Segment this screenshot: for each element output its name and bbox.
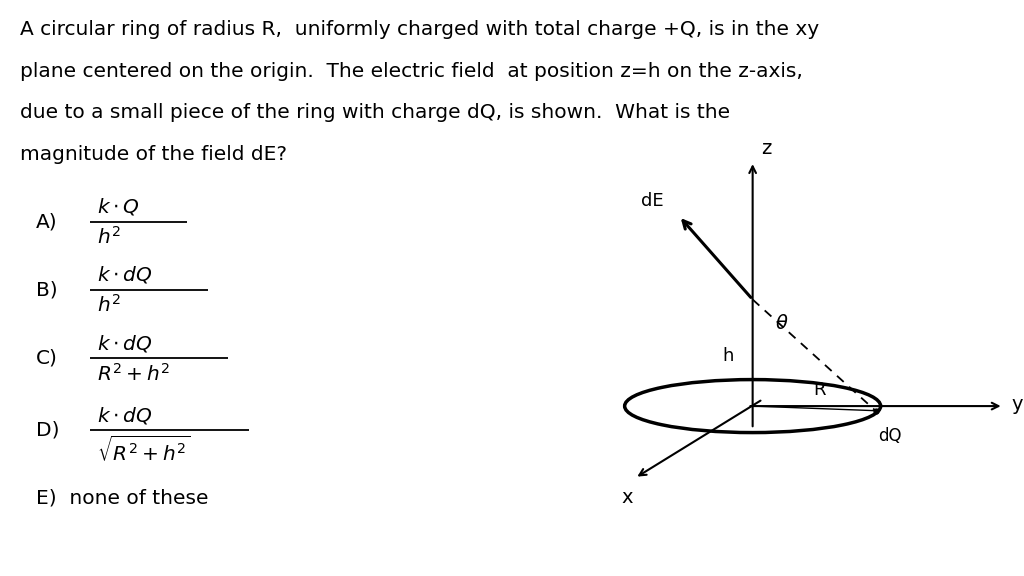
Text: $\sqrt{R^2+h^2}$: $\sqrt{R^2+h^2}$ (97, 435, 190, 465)
Text: E)  none of these: E) none of these (36, 489, 208, 507)
Text: $\theta$: $\theta$ (775, 314, 788, 333)
Text: $R^2+h^2$: $R^2+h^2$ (97, 363, 171, 385)
Text: D): D) (36, 421, 59, 439)
Text: dQ: dQ (879, 427, 902, 445)
Text: $k\cdot Q$: $k\cdot Q$ (97, 196, 140, 217)
Text: due to a small piece of the ring with charge dQ, is shown.  What is the: due to a small piece of the ring with ch… (20, 103, 730, 122)
Text: C): C) (36, 349, 57, 367)
Text: $h^2$: $h^2$ (97, 226, 121, 248)
Text: A): A) (36, 213, 57, 231)
Text: z: z (761, 139, 771, 158)
Text: plane centered on the origin.  The electric field  at position z=h on the z-axis: plane centered on the origin. The electr… (20, 62, 804, 81)
Text: dE: dE (641, 192, 664, 210)
Text: $k\cdot dQ$: $k\cdot dQ$ (97, 333, 153, 354)
Text: $h^2$: $h^2$ (97, 294, 121, 316)
Text: $k\cdot dQ$: $k\cdot dQ$ (97, 264, 153, 285)
Text: y: y (1012, 396, 1023, 414)
Text: x: x (621, 488, 633, 507)
Text: h: h (723, 347, 734, 365)
Text: B): B) (36, 281, 57, 299)
Text: A circular ring of radius R,  uniformly charged with total charge +Q, is in the : A circular ring of radius R, uniformly c… (20, 20, 819, 39)
Text: magnitude of the field dE?: magnitude of the field dE? (20, 145, 288, 164)
Text: R: R (813, 381, 825, 399)
Text: $k\cdot dQ$: $k\cdot dQ$ (97, 405, 153, 426)
